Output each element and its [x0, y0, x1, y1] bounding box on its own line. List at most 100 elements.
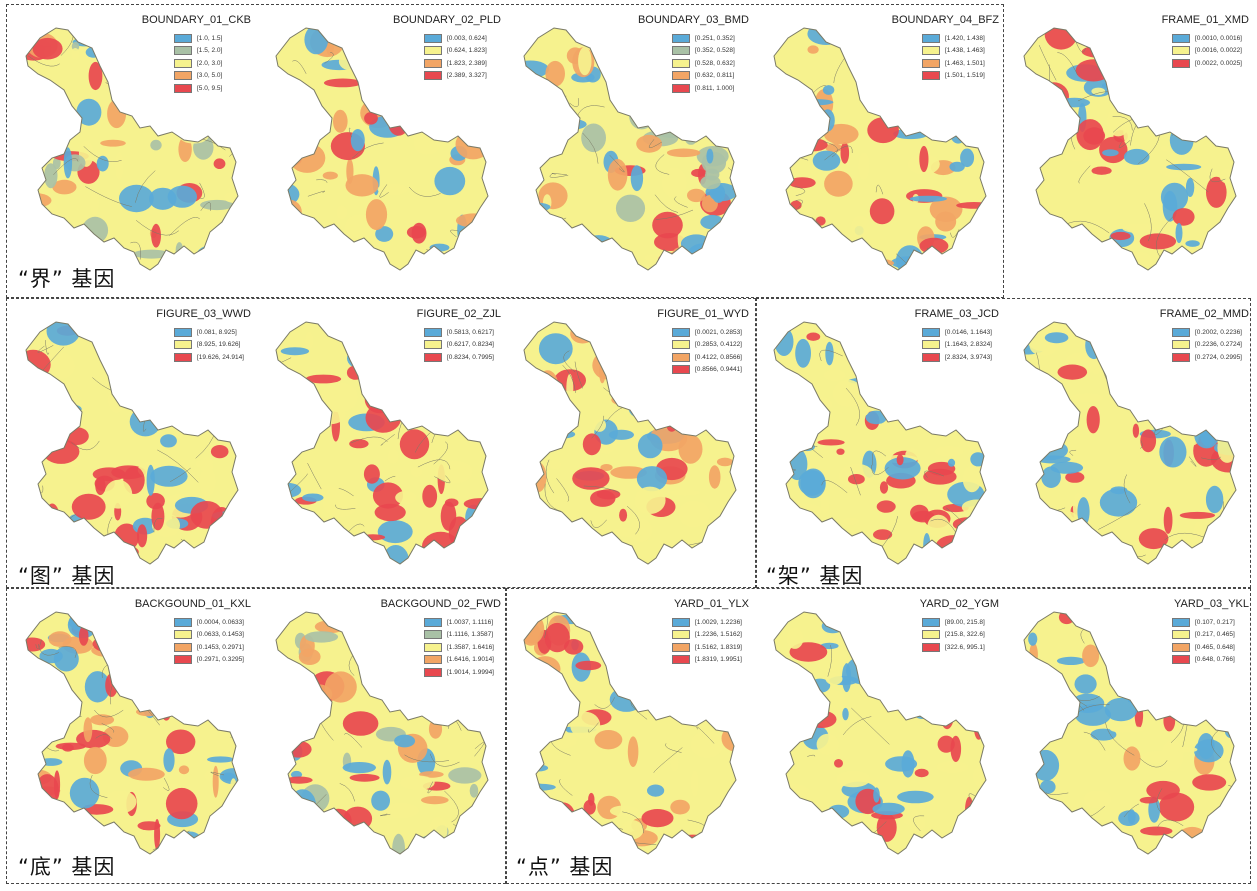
value-patch: [1205, 485, 1224, 514]
value-patch: [133, 249, 170, 259]
value-patch: [865, 410, 887, 425]
legend-range-label: [2.389, 3.327]: [447, 72, 487, 80]
value-patch: [1146, 780, 1180, 800]
value-patch: [71, 48, 80, 60]
value-patch: [1025, 832, 1045, 849]
value-patch: [1031, 132, 1043, 151]
value-patch: [359, 546, 371, 564]
legend-range-label: [0.811, 1.000]: [695, 84, 735, 92]
county-boundary: [882, 380, 904, 389]
legend-range-label: [0.8234, 0.7995]: [447, 353, 494, 361]
value-patch: [96, 155, 109, 172]
value-patch: [937, 735, 955, 753]
value-patch: [636, 134, 662, 153]
value-patch: [137, 524, 148, 548]
county-boundary: [1156, 216, 1174, 258]
county-boundary: [1029, 558, 1052, 564]
value-patch: [967, 823, 986, 854]
map-legend: [0.107, 0.217] [0.217, 0.465] [0.465, 0.64…: [1172, 616, 1247, 666]
value-patch: [897, 790, 934, 804]
value-patch: [551, 519, 566, 551]
value-patch: [1075, 59, 1112, 82]
value-patch: [524, 712, 552, 720]
province-map: [25, 321, 239, 565]
legend-swatch: [1172, 327, 1190, 337]
county-boundary: [1024, 421, 1043, 439]
value-patch: [82, 216, 109, 244]
county-boundary: [574, 361, 583, 389]
value-patch: [1217, 432, 1236, 463]
value-patch: [399, 84, 433, 99]
county-boundary: [378, 70, 400, 91]
county-boundary: [95, 734, 113, 739]
legend-swatch: [424, 667, 442, 677]
value-patch: [1196, 68, 1204, 77]
county-boundary: [282, 812, 325, 829]
map-legend: [0.003, 0.624] [0.624, 1.823] [1.823, 2.38…: [424, 32, 499, 82]
value-patch: [1024, 472, 1041, 502]
value-patch: [572, 467, 610, 490]
value-patch: [210, 555, 238, 564]
county-boundary: [582, 132, 599, 164]
value-patch: [78, 626, 89, 646]
province-outline: [1023, 611, 1237, 855]
value-patch: [1197, 364, 1209, 390]
value-patch: [1081, 834, 1089, 854]
value-patch: [625, 651, 641, 672]
county-boundary: [908, 653, 916, 679]
legend-swatch: [1172, 630, 1190, 640]
value-patch: [1110, 615, 1126, 626]
value-patch: [375, 92, 388, 111]
county-boundary: [1069, 449, 1077, 456]
value-patch: [875, 28, 907, 46]
value-patch: [399, 429, 430, 460]
value-patch: [26, 193, 52, 208]
value-patch: [364, 112, 378, 125]
value-patch: [776, 775, 792, 789]
county-boundary: [722, 558, 725, 564]
value-patch: [421, 796, 449, 805]
county-boundary: [609, 155, 625, 173]
value-patch: [26, 240, 55, 270]
value-patch: [395, 108, 422, 123]
value-patch: [647, 784, 665, 797]
legend-range-label: [0.2971, 0.3295]: [197, 656, 244, 664]
value-patch: [934, 258, 966, 270]
value-patch: [1091, 87, 1106, 96]
value-patch: [934, 107, 953, 120]
county-boundary: [863, 655, 901, 665]
value-patch: [1192, 774, 1227, 791]
value-patch: [578, 46, 592, 76]
value-patch: [343, 806, 373, 831]
map-panel: BOUNDARY_04_BFZ [1.420, 1.438] [1.438, 1.4…: [756, 8, 1001, 296]
value-patch: [62, 238, 81, 248]
value-patch: [724, 688, 735, 713]
value-patch: [212, 765, 219, 798]
value-patch: [419, 834, 454, 847]
county-boundary: [735, 781, 736, 805]
value-patch: [1160, 410, 1196, 428]
value-patch: [927, 83, 955, 114]
value-patch: [88, 61, 103, 91]
value-patch: [774, 327, 794, 356]
value-patch: [1037, 109, 1074, 135]
legend-entry: [0.465, 0.648]: [1172, 641, 1247, 654]
legend-range-label: [0.217, 0.465]: [1195, 631, 1235, 639]
legend-swatch: [672, 340, 690, 350]
value-patch: [71, 493, 106, 520]
value-patch: [1140, 826, 1173, 836]
value-patch: [418, 367, 429, 388]
value-patch: [1162, 93, 1187, 103]
value-patch: [149, 187, 177, 210]
value-patch: [1118, 380, 1134, 396]
legend-entry: [0.2971, 0.3295]: [174, 654, 249, 667]
county-boundary: [427, 781, 434, 794]
value-patch: [45, 203, 60, 226]
value-patch: [52, 179, 77, 195]
legend-range-label: [0.251, 0.352]: [695, 34, 735, 42]
value-patch: [964, 673, 985, 702]
value-patch: [667, 841, 686, 854]
value-patch: [283, 798, 316, 825]
value-patch: [365, 403, 402, 433]
legend-entry: [1.1116, 1.3587]: [424, 629, 499, 642]
